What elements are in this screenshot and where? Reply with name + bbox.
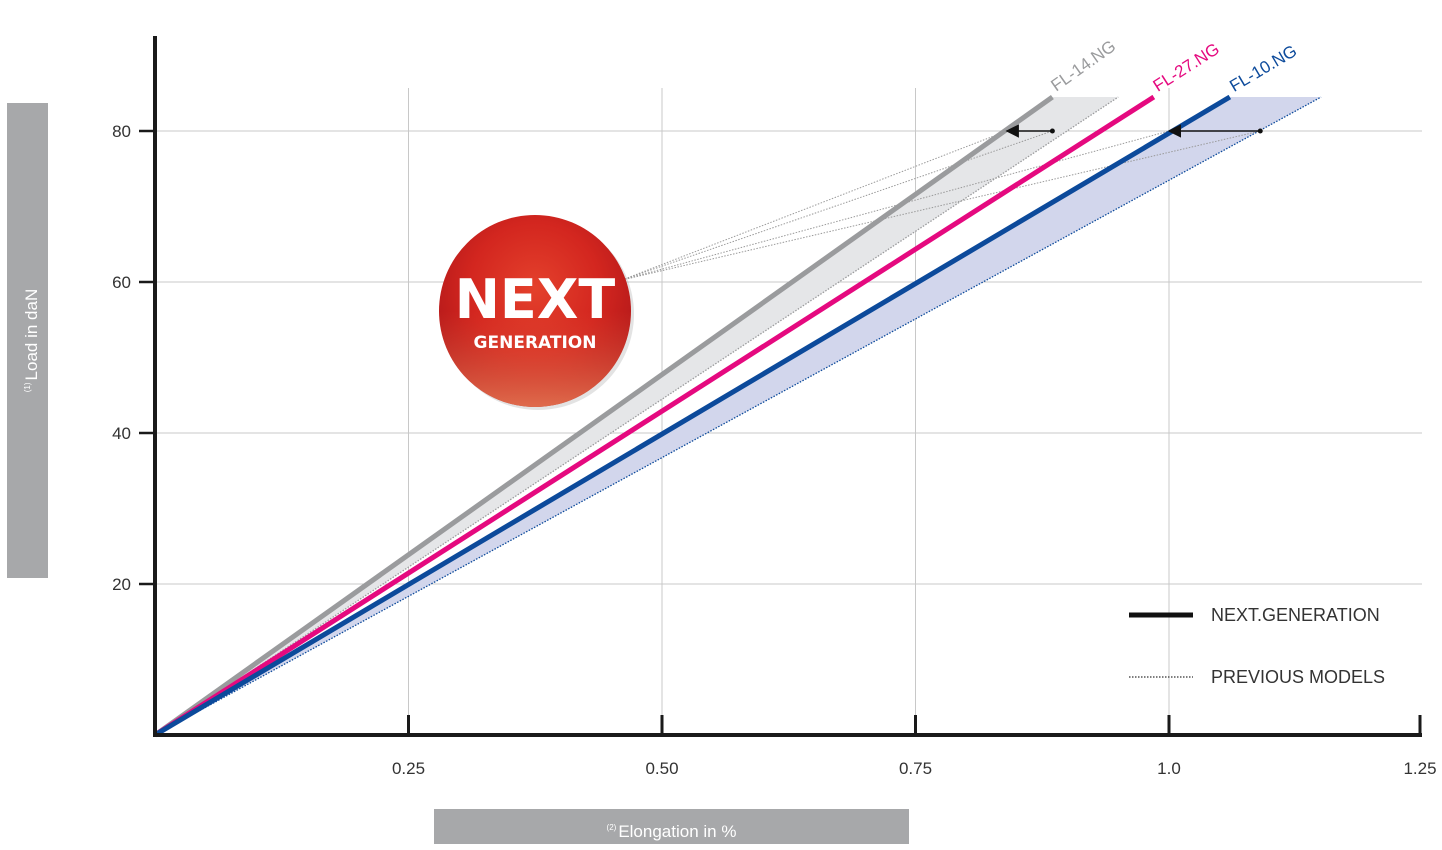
x-tick-label: 1.0 bbox=[1157, 759, 1181, 778]
legend-item-previous-models: PREVIOUS MODELS bbox=[1211, 667, 1385, 687]
badge-glow bbox=[439, 311, 631, 407]
series-label: FL-14.NG bbox=[1047, 36, 1119, 95]
x-axis-label-text: Elongation in % bbox=[618, 822, 737, 841]
legend-item-next-generation: NEXT.GENERATION bbox=[1211, 605, 1380, 625]
callout-lines bbox=[621, 130, 1261, 281]
previous-model-line bbox=[154, 96, 1322, 736]
y-tick-label: 40 bbox=[112, 424, 131, 443]
improvement-arrow-start bbox=[1049, 128, 1055, 134]
grid-lines bbox=[155, 88, 1422, 735]
y-axis-label-note: (1) bbox=[23, 382, 32, 393]
improvement-arrows bbox=[1005, 124, 1263, 138]
y-axis-label-text: Load in daN bbox=[22, 288, 41, 381]
series-labels: FL-14.NG FL-27.NG FL-10.NG bbox=[1047, 36, 1300, 95]
x-tick-label: 0.75 bbox=[899, 759, 932, 778]
axes bbox=[139, 36, 1422, 737]
previous-bands bbox=[154, 96, 1322, 736]
badge-line1: NEXT bbox=[455, 268, 616, 331]
series-line bbox=[153, 94, 1054, 738]
x-tick-label: 1.25 bbox=[1403, 759, 1436, 778]
improvement-arrow-start bbox=[1257, 128, 1263, 134]
x-axis-label-box: (2) Elongation in % bbox=[434, 809, 909, 844]
y-axis-label-box: (1)Load in daN bbox=[7, 103, 48, 578]
x-tick-label: 0.50 bbox=[645, 759, 678, 778]
tick-labels: 0.25 0.50 0.75 1.0 1.25 20 40 60 80 bbox=[112, 122, 1436, 778]
next-generation-badge: NEXT GENERATION bbox=[439, 215, 634, 410]
x-axis-label-note: (2) bbox=[606, 823, 617, 832]
y-axis-label: (1)Load in daN bbox=[7, 103, 48, 578]
y-tick-label: 20 bbox=[112, 575, 131, 594]
series-label: FL-27.NG bbox=[1150, 39, 1223, 95]
badge-line2: GENERATION bbox=[474, 333, 597, 353]
series-lines bbox=[153, 94, 1232, 738]
x-tick-label: 0.25 bbox=[392, 759, 425, 778]
series-line bbox=[153, 94, 1232, 738]
series-line bbox=[153, 94, 1156, 738]
series-label: FL-10.NG bbox=[1226, 41, 1300, 95]
callout-line bbox=[621, 130, 1261, 281]
y-tick-label: 80 bbox=[112, 122, 131, 141]
legend: NEXT.GENERATION PREVIOUS MODELS bbox=[1129, 605, 1385, 687]
previous-model-line bbox=[154, 96, 1119, 736]
y-tick-label: 60 bbox=[112, 273, 131, 292]
callout-line bbox=[621, 130, 1053, 281]
